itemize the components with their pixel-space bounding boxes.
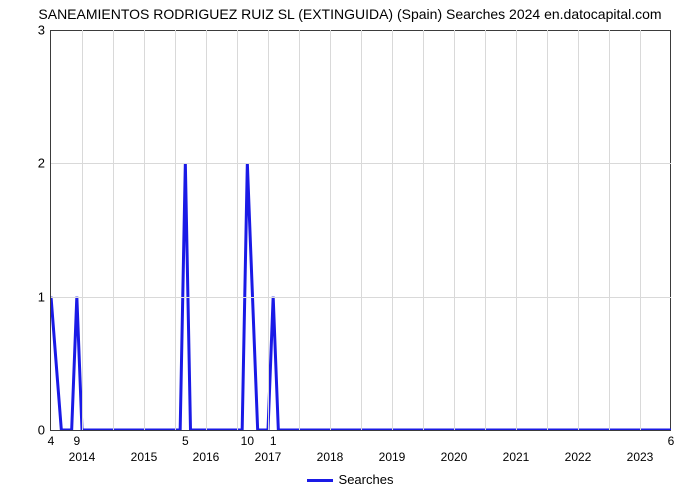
x-gridline <box>144 30 145 430</box>
x-tick-label: 2019 <box>379 450 406 464</box>
value-label: 10 <box>241 434 254 448</box>
x-gridline <box>640 30 641 430</box>
value-label: 5 <box>182 434 189 448</box>
x-gridline <box>485 30 486 430</box>
x-gridline <box>175 30 176 430</box>
x-tick-label: 2023 <box>627 450 654 464</box>
x-tick-label: 2020 <box>441 450 468 464</box>
x-gridline <box>330 30 331 430</box>
value-label: 4 <box>48 434 55 448</box>
x-tick-label: 2016 <box>193 450 220 464</box>
value-label: 6 <box>668 434 675 448</box>
legend: Searches <box>0 472 700 487</box>
x-gridline <box>361 30 362 430</box>
x-gridline <box>206 30 207 430</box>
y-tick-label: 2 <box>23 156 45 171</box>
x-gridline <box>516 30 517 430</box>
legend-label: Searches <box>339 472 394 487</box>
x-gridline <box>299 30 300 430</box>
x-tick-label: 2018 <box>317 450 344 464</box>
x-tick-label: 2017 <box>255 450 282 464</box>
chart-title: SANEAMIENTOS RODRIGUEZ RUIZ SL (EXTINGUI… <box>0 6 700 22</box>
x-tick-label: 2021 <box>503 450 530 464</box>
value-label: 9 <box>73 434 80 448</box>
y-tick-label: 1 <box>23 289 45 304</box>
x-tick-label: 2014 <box>69 450 96 464</box>
plot-area: 0123495101620142015201620172018201920202… <box>50 30 671 431</box>
x-gridline <box>237 30 238 430</box>
x-gridline <box>578 30 579 430</box>
x-gridline <box>454 30 455 430</box>
value-label: 1 <box>270 434 277 448</box>
x-gridline <box>423 30 424 430</box>
legend-swatch <box>307 479 333 482</box>
x-tick-label: 2022 <box>565 450 592 464</box>
x-gridline <box>609 30 610 430</box>
x-gridline <box>547 30 548 430</box>
y-tick-label: 3 <box>23 23 45 38</box>
x-gridline <box>268 30 269 430</box>
x-gridline <box>113 30 114 430</box>
y-tick-label: 0 <box>23 423 45 438</box>
x-gridline <box>392 30 393 430</box>
chart-container: { "chart": { "type": "line", "title": "S… <box>0 0 700 500</box>
x-tick-label: 2015 <box>131 450 158 464</box>
x-gridline <box>82 30 83 430</box>
